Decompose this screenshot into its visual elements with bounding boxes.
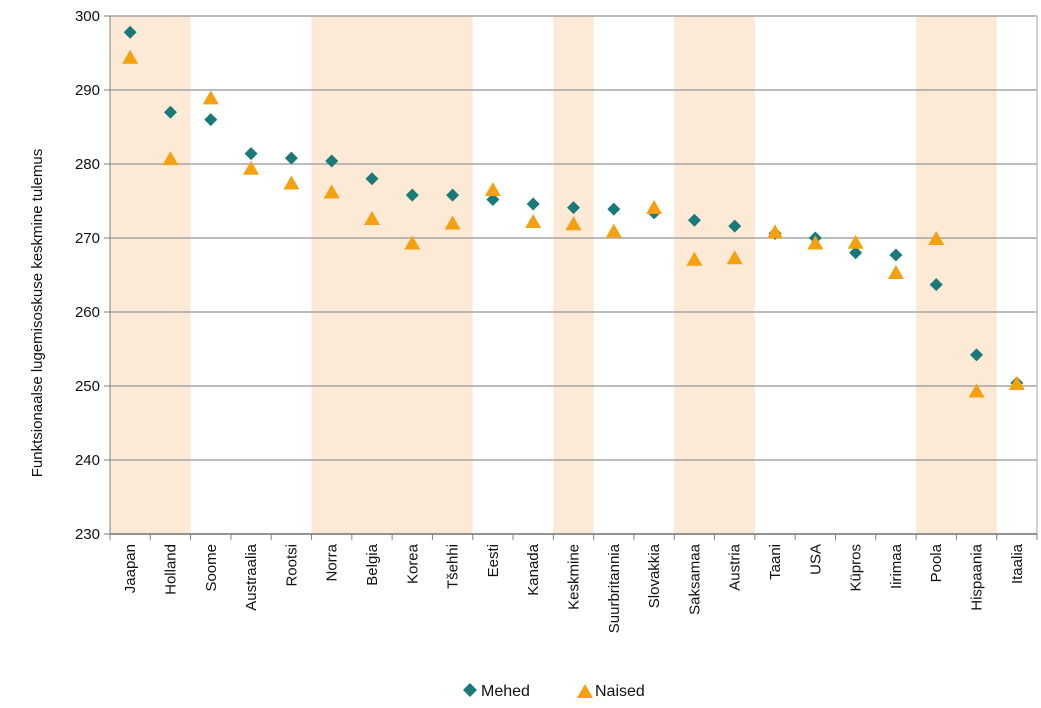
point-naised-holland	[162, 151, 179, 166]
y-tick-labels: 230 240 250 260 270 280 290 300	[75, 8, 100, 543]
point-naised-rootsi	[283, 175, 300, 190]
point-mehed-korea	[405, 188, 419, 202]
x-tick-label-saksamaa: Saksamaa	[686, 543, 703, 615]
y-tick-label-270: 270	[75, 230, 100, 247]
point-mehed-rootsi	[284, 151, 298, 165]
x-tick-label-kanada: Kanada	[525, 543, 542, 595]
legend-marker-naised	[577, 684, 593, 698]
x-tick-label-hispaania: Hispaania	[969, 543, 986, 610]
point-naised-suurbritannia	[605, 223, 622, 238]
point-mehed-austria	[728, 219, 742, 233]
x-tick-label-tsehhi: Tšehhi	[445, 544, 462, 589]
x-tick-label-jaapan: Jaapan	[122, 544, 139, 593]
point-mehed-norra	[325, 154, 339, 168]
point-mehed-hispaania	[970, 348, 984, 362]
point-naised-kanada	[525, 213, 542, 228]
y-tick-label-300: 300	[75, 8, 100, 25]
shaded-band-2	[311, 16, 473, 534]
point-mehed-suurbritannia	[607, 202, 621, 216]
point-naised-saksamaa	[686, 251, 703, 266]
legend-label-mehed: Mehed	[481, 683, 530, 700]
x-tick-label-rootsi: Rootsi	[283, 544, 300, 587]
point-naised-itaalia	[1008, 376, 1025, 391]
point-mehed-saksamaa	[687, 213, 701, 227]
x-tick-label-suurbritannia: Suurbritannia	[606, 543, 623, 633]
y-tick-label-290: 290	[75, 82, 100, 99]
point-naised-korea	[404, 235, 421, 250]
y-tick-label-250: 250	[75, 378, 100, 395]
x-tick-label-taani: Taani	[767, 544, 784, 580]
x-tick-label-austraalia: Austraalia	[243, 543, 260, 610]
point-naised-iirimaa	[887, 265, 904, 280]
point-mehed-holland	[163, 105, 177, 119]
point-naised-eesti	[484, 182, 501, 197]
point-naised-austria	[726, 250, 743, 265]
shaded-band-5	[916, 16, 997, 534]
data-points	[122, 25, 1025, 398]
point-mehed-tsehhi	[446, 188, 460, 202]
point-mehed-iirimaa	[889, 248, 903, 262]
y-tick-label-230: 230	[75, 526, 100, 543]
x-tick-label-slovakkia: Slovakkia	[646, 543, 663, 608]
point-mehed-jaapan	[123, 25, 137, 39]
point-mehed-austraalia	[244, 147, 258, 161]
gridlines	[104, 15, 1037, 535]
point-naised-hispaania	[968, 383, 985, 398]
point-naised-slovakkia	[646, 199, 663, 214]
point-naised-belgia	[363, 211, 380, 226]
shaded-band-4	[674, 16, 755, 534]
x-tick-label-austria: Austria	[727, 543, 744, 590]
point-naised-keskmine	[565, 216, 582, 231]
y-tick-label-280: 280	[75, 156, 100, 173]
x-tick-label-keskmine: Keskmine	[566, 544, 583, 610]
x-tick-label-eesti: Eesti	[485, 544, 502, 577]
axes	[109, 16, 1038, 540]
point-naised-soome	[202, 90, 219, 105]
x-tick-label-soome: Soome	[203, 544, 220, 592]
x-tick-label-belgia: Belgia	[364, 543, 381, 585]
point-mehed-kanada	[526, 197, 540, 211]
point-naised-norra	[323, 184, 340, 199]
point-naised-tsehhi	[444, 215, 461, 230]
point-naised-taani	[767, 224, 784, 239]
y-axis-title: Funktsionaalse lugemisoskuse keskmine tu…	[29, 149, 46, 477]
point-naised-usa	[807, 235, 824, 250]
legend: Mehed Naised	[463, 683, 645, 700]
x-tick-label-itaalia: Itaalia	[1009, 543, 1026, 584]
shaded-band-3	[553, 16, 594, 534]
shaded-bands	[110, 16, 997, 534]
x-tick-label-usa: USA	[807, 544, 824, 575]
x-tick-label-kupros: Küpros	[848, 544, 865, 592]
x-tick-label-norra: Norra	[324, 543, 341, 581]
x-tick-label-holland: Holland	[162, 544, 179, 595]
legend-label-naised: Naised	[595, 683, 645, 700]
x-tick-label-poola: Poola	[928, 543, 945, 582]
x-tick-label-iirimaa: Iirimaa	[888, 543, 905, 589]
y-tick-label-240: 240	[75, 452, 100, 469]
x-tick-label-korea: Korea	[404, 543, 421, 584]
point-naised-poola	[928, 231, 945, 245]
y-tick-label-260: 260	[75, 304, 100, 321]
point-mehed-poola	[929, 278, 943, 292]
point-naised-kupros	[847, 234, 864, 249]
point-mehed-eesti	[486, 193, 500, 207]
point-naised-jaapan	[122, 49, 139, 64]
point-mehed-keskmine	[567, 201, 580, 215]
point-naised-austraalia	[243, 160, 260, 175]
point-mehed-kupros	[849, 246, 863, 260]
legend-marker-mehed	[463, 683, 477, 697]
point-mehed-soome	[204, 113, 218, 127]
shaded-band-1	[110, 16, 191, 534]
point-mehed-belgia	[365, 172, 379, 186]
x-tick-labels: Jaapan Holland Soome Austraalia Rootsi Norra B…	[122, 543, 1026, 633]
